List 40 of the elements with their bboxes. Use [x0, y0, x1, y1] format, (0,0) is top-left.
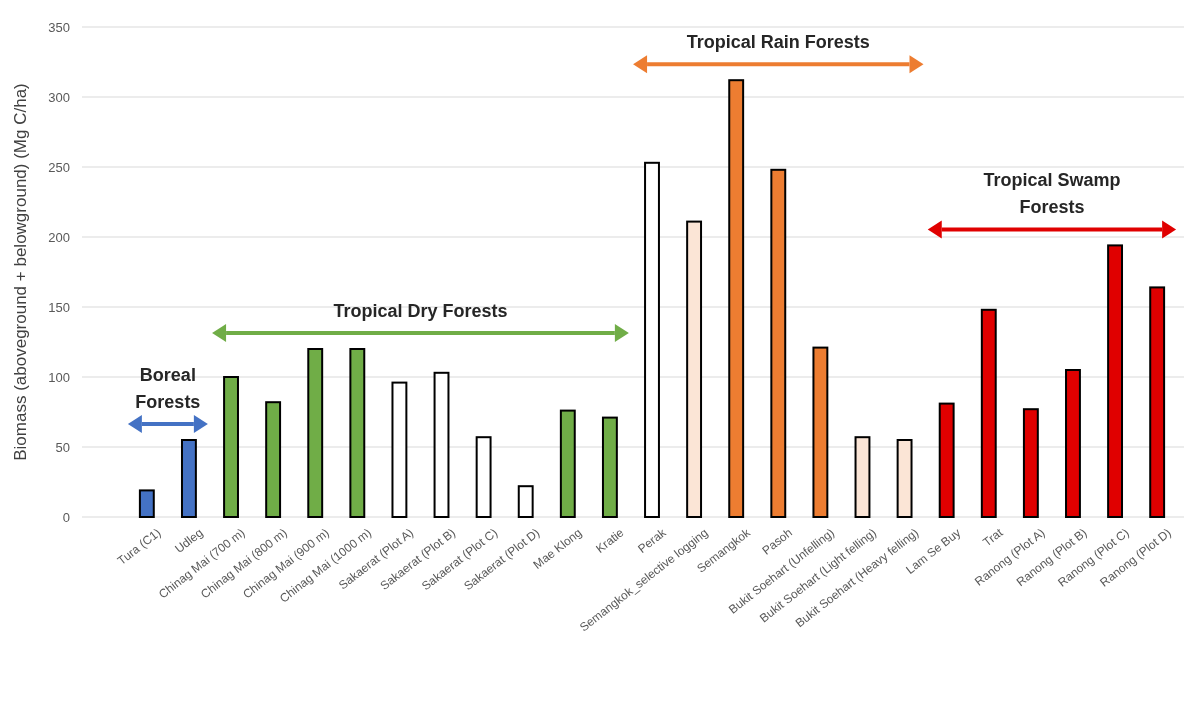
bar [896, 439, 913, 518]
y-tick-label: 0 [62, 509, 70, 525]
bar [223, 376, 239, 518]
bar [349, 348, 366, 518]
bar [433, 371, 450, 518]
annotation: Boreal Forests [135, 365, 201, 412]
bar [1022, 408, 1039, 518]
annotation: Tropical Dry Forests [333, 301, 508, 321]
x-tick-label: Trat [980, 525, 1006, 550]
y-tick-label: 150 [48, 299, 70, 315]
bar [559, 409, 576, 518]
bar [1065, 369, 1081, 518]
bar [307, 348, 324, 518]
y-tick-label: 350 [48, 19, 70, 35]
y-tick-label: 250 [48, 159, 70, 175]
bar [391, 381, 408, 518]
y-axis-title: Biomass (aboveground + belowground) (Mg C/ha) [11, 83, 30, 461]
bar [644, 161, 660, 518]
bar [265, 401, 282, 518]
bar [180, 439, 197, 518]
y-tick-label: 50 [55, 439, 70, 455]
bar [517, 485, 534, 518]
bar [1107, 244, 1124, 518]
bar [1149, 286, 1166, 518]
bar [980, 308, 997, 518]
bar [138, 489, 155, 518]
bar [938, 402, 955, 518]
annotation: Tropical Swamp Forests [983, 170, 1121, 218]
annotation: Tropical Rain Forests [686, 32, 870, 53]
bar [770, 168, 787, 518]
y-tick-label: 300 [48, 89, 70, 105]
bar [728, 79, 745, 518]
bar [601, 416, 618, 518]
x-tick-label: Tura (C1) [114, 525, 164, 568]
y-tick-label: 100 [48, 369, 70, 385]
bar [475, 436, 492, 518]
y-tick-label: 200 [48, 229, 70, 245]
bar [686, 220, 703, 518]
bar [812, 346, 829, 518]
bar [854, 436, 871, 518]
